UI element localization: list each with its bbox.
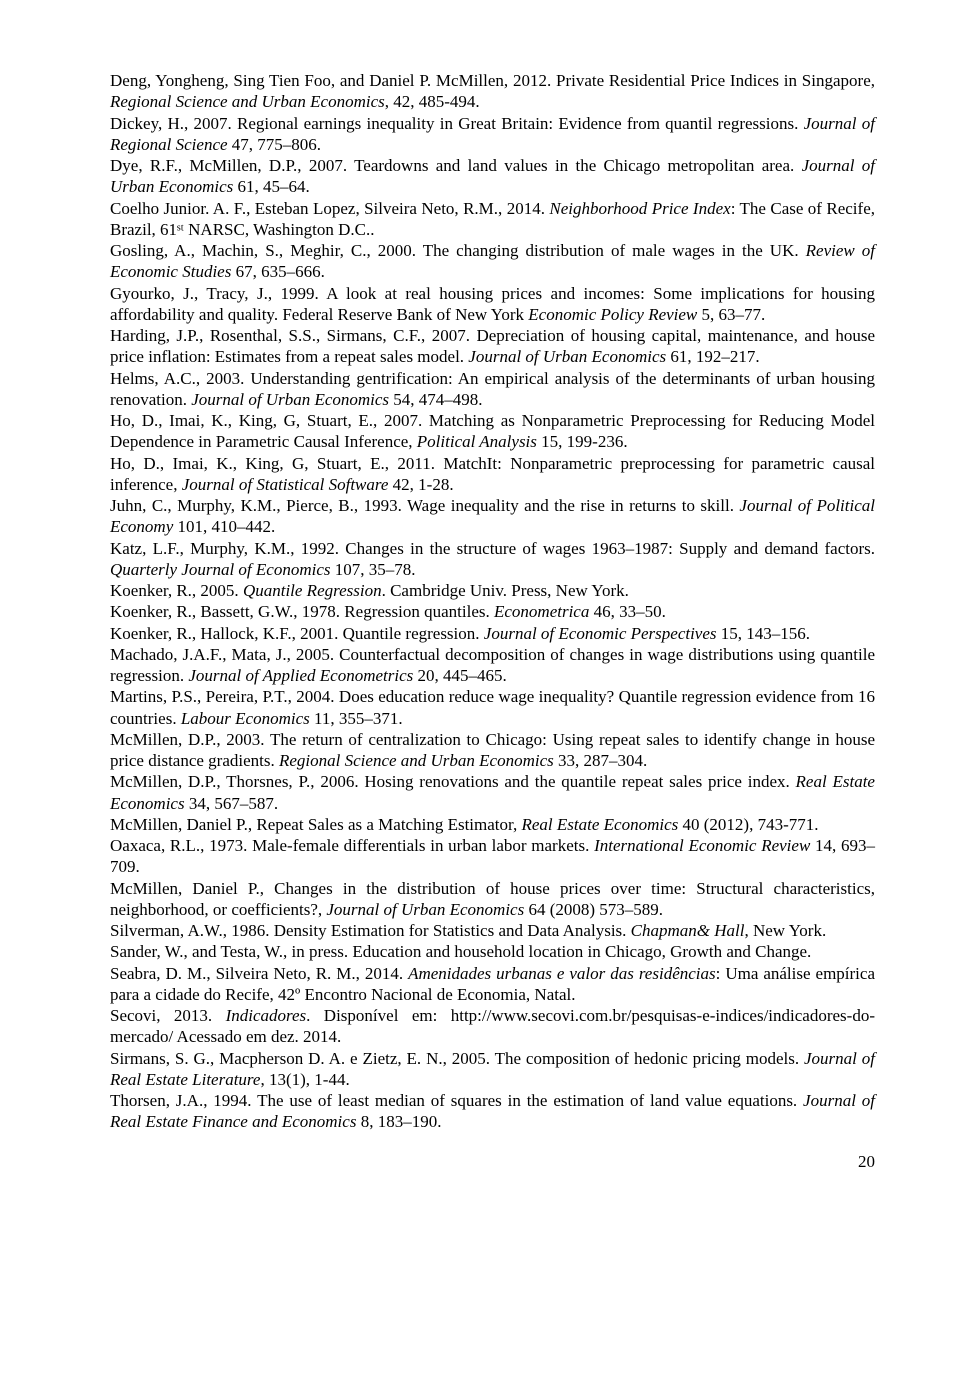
reference-post-text: 64 (2008) 573–589.: [524, 900, 663, 919]
reference-pre-text: Oaxaca, R.L., 1973. Male-female differen…: [110, 836, 594, 855]
reference-post-text: , New York.: [744, 921, 826, 940]
reference-entry: Secovi, 2013. Indicadores. Disponível em…: [110, 1005, 875, 1048]
reference-italic-text: Journal of Urban Economics: [326, 900, 524, 919]
reference-entry: Sander, W., and Testa, W., in press. Edu…: [110, 941, 875, 962]
reference-entry: Martins, P.S., Pereira, P.T., 2004. Does…: [110, 686, 875, 729]
reference-italic-text: Amenidades urbanas e valor das residênci…: [408, 964, 716, 983]
reference-post-text: , 42, 485-494.: [385, 92, 480, 111]
reference-entry: Ho, D., Imai, K., King, G, Stuart, E., 2…: [110, 453, 875, 496]
reference-pre-text: Sander, W., and Testa, W., in press. Edu…: [110, 942, 811, 961]
page-number: 20: [110, 1151, 875, 1172]
reference-pre-text: Seabra, D. M., Silveira Neto, R. M., 201…: [110, 964, 408, 983]
reference-post-text: 15, 143–156.: [717, 624, 811, 643]
reference-pre-text: Silverman, A.W., 1986. Density Estimatio…: [110, 921, 631, 940]
reference-pre-text: Deng, Yongheng, Sing Tien Foo, and Danie…: [110, 71, 875, 90]
reference-italic-text: Quantile Regression: [243, 581, 382, 600]
reference-entry: Ho, D., Imai, K., King, G, Stuart, E., 2…: [110, 410, 875, 453]
reference-post-text: 8, 183–190.: [356, 1112, 441, 1131]
reference-post-text: 107, 35–78.: [331, 560, 416, 579]
reference-entry: Katz, L.F., Murphy, K.M., 1992. Changes …: [110, 538, 875, 581]
reference-italic-text: Econometrica: [494, 602, 589, 621]
reference-entry: McMillen, D.P., Thorsnes, P., 2006. Hosi…: [110, 771, 875, 814]
reference-pre-text: Koenker, R., 2005.: [110, 581, 243, 600]
reference-entry: McMillen, Daniel P., Repeat Sales as a M…: [110, 814, 875, 835]
reference-post-text: 33, 287–304.: [554, 751, 648, 770]
reference-entry: Koenker, R., 2005. Quantile Regression. …: [110, 580, 875, 601]
reference-entry: McMillen, Daniel P., Changes in the dist…: [110, 878, 875, 921]
reference-post-text: 5, 63–77.: [697, 305, 765, 324]
reference-post-text: 61, 45–64.: [233, 177, 310, 196]
reference-entry: Deng, Yongheng, Sing Tien Foo, and Danie…: [110, 70, 875, 113]
reference-pre-text: McMillen, D.P., Thorsnes, P., 2006. Hosi…: [110, 772, 796, 791]
reference-italic-text: Economic Policy Review: [528, 305, 697, 324]
reference-pre-text: Dye, R.F., McMillen, D.P., 2007. Teardow…: [110, 156, 802, 175]
reference-entry: Dickey, H., 2007. Regional earnings ineq…: [110, 113, 875, 156]
reference-entry: Gyourko, J., Tracy, J., 1999. A look at …: [110, 283, 875, 326]
reference-post-text: 46, 33–50.: [589, 602, 666, 621]
reference-post-text: 101, 410–442.: [173, 517, 275, 536]
reference-post-text: 61, 192–217.: [666, 347, 760, 366]
reference-italic-text: Real Estate Economics: [522, 815, 679, 834]
reference-italic-text: Regional Science and Urban Economics: [110, 92, 385, 111]
reference-pre-text: Koenker, R., Bassett, G.W., 1978. Regres…: [110, 602, 494, 621]
reference-post-text: . Cambridge Univ. Press, New York.: [382, 581, 629, 600]
reference-italic-text: Journal of Urban Economics: [468, 347, 666, 366]
reference-post-text: 47, 775–806.: [228, 135, 322, 154]
reference-post-text: 54, 474–498.: [389, 390, 483, 409]
reference-entry: Gosling, A., Machin, S., Meghir, C., 200…: [110, 240, 875, 283]
reference-post-text: 40 (2012), 743-771.: [678, 815, 818, 834]
reference-entry: Harding, J.P., Rosenthal, S.S., Sirmans,…: [110, 325, 875, 368]
reference-pre-text: Thorsen, J.A., 1994. The use of least me…: [110, 1091, 803, 1110]
reference-pre-text: Gosling, A., Machin, S., Meghir, C., 200…: [110, 241, 806, 260]
reference-post-text: 20, 445–465.: [413, 666, 507, 685]
reference-italic-text: Political Analysis: [417, 432, 537, 451]
reference-entry: Thorsen, J.A., 1994. The use of least me…: [110, 1090, 875, 1133]
reference-italic-text: Quarterly Journal of Economics: [110, 560, 331, 579]
reference-entry: Juhn, C., Murphy, K.M., Pierce, B., 1993…: [110, 495, 875, 538]
reference-italic-text: Regional Science and Urban Economics: [279, 751, 554, 770]
reference-entry: Sirmans, S. G., Macpherson D. A. e Zietz…: [110, 1048, 875, 1091]
reference-italic-text: Labour Economics: [181, 709, 310, 728]
reference-post-text: 67, 635–666.: [231, 262, 325, 281]
reference-post-text: 11, 355–371.: [310, 709, 403, 728]
reference-entry: Koenker, R., Hallock, K.F., 2001. Quanti…: [110, 623, 875, 644]
reference-entry: Koenker, R., Bassett, G.W., 1978. Regres…: [110, 601, 875, 622]
reference-pre-text: Dickey, H., 2007. Regional earnings ineq…: [110, 114, 804, 133]
reference-italic-text: Journal of Urban Economics: [191, 390, 389, 409]
reference-entry: Seabra, D. M., Silveira Neto, R. M., 201…: [110, 963, 875, 1006]
reference-pre-text: Juhn, C., Murphy, K.M., Pierce, B., 1993…: [110, 496, 739, 515]
reference-post-text: 34, 567–587.: [185, 794, 279, 813]
reference-pre-text: Katz, L.F., Murphy, K.M., 1992. Changes …: [110, 539, 875, 558]
reference-pre-text: Coelho Junior. A. F., Esteban Lopez, Sil…: [110, 199, 549, 218]
reference-entry: Helms, A.C., 2003. Understanding gentrif…: [110, 368, 875, 411]
reference-entry: Dye, R.F., McMillen, D.P., 2007. Teardow…: [110, 155, 875, 198]
references-list: Deng, Yongheng, Sing Tien Foo, and Danie…: [110, 70, 875, 1133]
reference-italic-text: Neighborhood Price Index: [549, 199, 730, 218]
reference-pre-text: Secovi, 2013.: [110, 1006, 226, 1025]
reference-italic-text: International Economic Review: [594, 836, 810, 855]
reference-entry: McMillen, D.P., 2003. The return of cent…: [110, 729, 875, 772]
reference-entry: Machado, J.A.F., Mata, J., 2005. Counter…: [110, 644, 875, 687]
reference-entry: Oaxaca, R.L., 1973. Male-female differen…: [110, 835, 875, 878]
reference-post-text: 15, 199-236.: [537, 432, 628, 451]
reference-pre-text: Sirmans, S. G., Macpherson D. A. e Zietz…: [110, 1049, 804, 1068]
reference-italic-text: Journal of Economic Perspectives: [484, 624, 717, 643]
reference-post-text: , 13(1), 1-44.: [260, 1070, 349, 1089]
reference-entry: Coelho Junior. A. F., Esteban Lopez, Sil…: [110, 198, 875, 241]
reference-pre-text: Koenker, R., Hallock, K.F., 2001. Quanti…: [110, 624, 484, 643]
reference-italic-text: Journal of Applied Econometrics: [188, 666, 413, 685]
reference-pre-text: McMillen, Daniel P., Repeat Sales as a M…: [110, 815, 522, 834]
reference-italic-text: Indicadores: [226, 1006, 307, 1025]
reference-post-text: 42, 1-28.: [388, 475, 453, 494]
reference-italic-text: Chapman& Hall: [631, 921, 745, 940]
reference-italic-text: Journal of Statistical Software: [182, 475, 389, 494]
reference-entry: Silverman, A.W., 1986. Density Estimatio…: [110, 920, 875, 941]
